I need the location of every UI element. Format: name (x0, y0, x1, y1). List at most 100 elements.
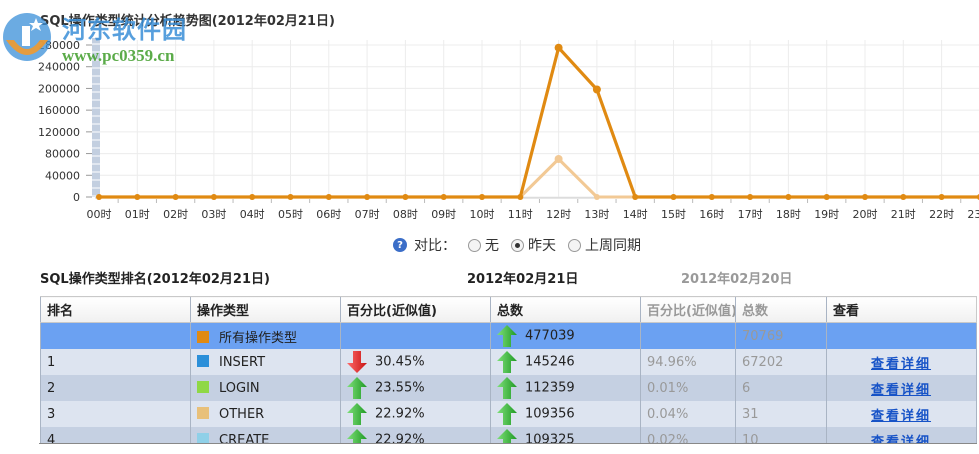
header-rank[interactable]: 排名 (40, 296, 191, 323)
ranking-table: 排名 操作类型 百分比(近似值) 总数 百分比(近似值) 总数 查看 所有操作类… (40, 296, 977, 443)
trend-up-icon (347, 377, 367, 399)
data-point[interactable] (249, 194, 256, 200)
data-point[interactable] (976, 194, 979, 200)
trend-up-icon (347, 429, 367, 443)
table-row[interactable]: 1 INSERT 30.45% 145246 94.96% 67202 查看详细 (40, 349, 977, 375)
radio-last-week[interactable] (568, 238, 581, 252)
data-point[interactable] (517, 194, 524, 200)
data-point[interactable] (479, 194, 485, 200)
radio-yesterday-label[interactable]: 昨天 (528, 238, 556, 254)
data-point[interactable] (554, 155, 563, 163)
data-point[interactable] (287, 194, 294, 200)
table-row[interactable]: 3 OTHER 22.92% 109356 0.04% 31 查看详细 (40, 401, 977, 427)
type-label: OTHER (219, 406, 265, 422)
trend-up-icon (497, 429, 517, 443)
x-tick-label: 12时 (546, 208, 571, 221)
trend-up-icon (497, 377, 517, 399)
data-point[interactable] (632, 194, 639, 200)
x-tick-label: 00时 (87, 208, 112, 221)
data-point[interactable] (96, 194, 102, 200)
total-value: 112359 (525, 380, 575, 396)
trend-up-icon (347, 403, 367, 425)
header-prev-total[interactable]: 总数 (735, 296, 827, 323)
prev-percent-cell: 0.01% (640, 375, 736, 401)
prev-total-cell: 31 (735, 401, 827, 427)
x-tick-label: 18时 (776, 208, 801, 221)
data-point[interactable] (747, 194, 754, 200)
data-point[interactable] (402, 194, 409, 200)
current-date-label: 2012年02月21日 (467, 272, 579, 287)
total-cell: 477039 (490, 322, 641, 349)
data-point[interactable] (134, 194, 141, 200)
trend-up-icon (497, 351, 517, 373)
data-point[interactable] (364, 194, 371, 200)
table-row[interactable]: 2 LOGIN 23.55% 112359 0.01% 6 查看详细 (40, 375, 977, 401)
x-tick-label: 07时 (355, 208, 380, 221)
view-details-link[interactable]: 查看详细 (871, 434, 932, 444)
view-details-link[interactable]: 查看详细 (871, 408, 932, 424)
percent-cell: 22.92% (340, 427, 491, 444)
header-total[interactable]: 总数 (490, 296, 641, 323)
view-details-link[interactable]: 查看详细 (871, 356, 932, 372)
view-cell: 查看详细 (826, 349, 977, 375)
trend-up-icon (497, 403, 517, 425)
percent-value: 22.92% (375, 406, 425, 422)
data-point[interactable] (592, 85, 601, 94)
type-cell: OTHER (190, 401, 341, 427)
data-point[interactable] (900, 194, 907, 200)
header-percent[interactable]: 百分比(近似值) (340, 296, 491, 323)
help-icon[interactable]: ? (393, 238, 407, 252)
radio-last-week-label[interactable]: 上周同期 (585, 238, 641, 254)
x-tick-label: 06时 (316, 208, 341, 221)
total-cell: 112359 (490, 375, 641, 401)
type-color-swatch (197, 354, 209, 367)
table-header-row: 排名 操作类型 百分比(近似值) 总数 百分比(近似值) 总数 查看 (40, 296, 977, 323)
data-point[interactable] (172, 194, 179, 200)
total-value: 109356 (525, 406, 575, 422)
header-type[interactable]: 操作类型 (190, 296, 341, 323)
type-color-swatch (197, 380, 209, 393)
percent-cell (340, 322, 491, 349)
type-cell: LOGIN (190, 375, 341, 401)
view-details-link[interactable]: 查看详细 (871, 382, 932, 398)
data-point[interactable] (823, 194, 830, 200)
type-cell: CREATE (190, 427, 341, 443)
x-tick-label: 13时 (584, 208, 609, 221)
percent-cell: 22.92% (340, 401, 491, 427)
trend-down-icon (347, 351, 367, 373)
data-point[interactable] (440, 194, 447, 200)
table-bottom-border (39, 443, 977, 444)
data-point[interactable] (593, 194, 600, 200)
data-point[interactable] (670, 194, 677, 200)
data-point[interactable] (938, 194, 945, 200)
prev-total-cell: 67202 (735, 349, 827, 375)
compare-options: ? 对比： 无 昨天 上周同期 (393, 235, 641, 255)
radio-none-label[interactable]: 无 (485, 238, 499, 254)
x-tick-label: 21时 (891, 208, 916, 221)
data-point[interactable] (708, 194, 715, 200)
table-row[interactable]: 4 CREATE 22.92% 109325 0.02% 10 查看详细 (40, 427, 977, 444)
data-point[interactable] (785, 194, 792, 200)
chart-title: SQL操作类型统计分析趋势图(2012年02月21日) (40, 14, 335, 29)
view-cell: 查看详细 (826, 401, 977, 427)
header-view: 查看 (826, 296, 977, 323)
x-tick-label: 05时 (278, 208, 303, 221)
data-point[interactable] (325, 194, 332, 200)
percent-value: 22.92% (375, 432, 425, 444)
ranking-title: SQL操作类型排名(2012年02月21日) (40, 272, 270, 287)
header-prev-percent[interactable]: 百分比(近似值) (640, 296, 736, 323)
x-tick-label: 14时 (623, 208, 648, 221)
total-cell: 109325 (490, 427, 641, 443)
y-tick-label: 40000 (45, 169, 80, 182)
type-color-swatch (197, 406, 209, 419)
table-row-total[interactable]: 所有操作类型 477039 70769 (40, 322, 977, 349)
x-tick-label: 09时 (431, 208, 456, 221)
radio-none[interactable] (468, 238, 481, 252)
view-cell: 查看详细 (826, 427, 977, 444)
data-point[interactable] (210, 194, 217, 200)
prev-total-cell: 70769 (735, 322, 827, 349)
prev-total-cell: 10 (735, 427, 827, 443)
data-point[interactable] (862, 194, 868, 200)
data-point[interactable] (554, 43, 563, 52)
radio-yesterday[interactable] (511, 238, 524, 252)
